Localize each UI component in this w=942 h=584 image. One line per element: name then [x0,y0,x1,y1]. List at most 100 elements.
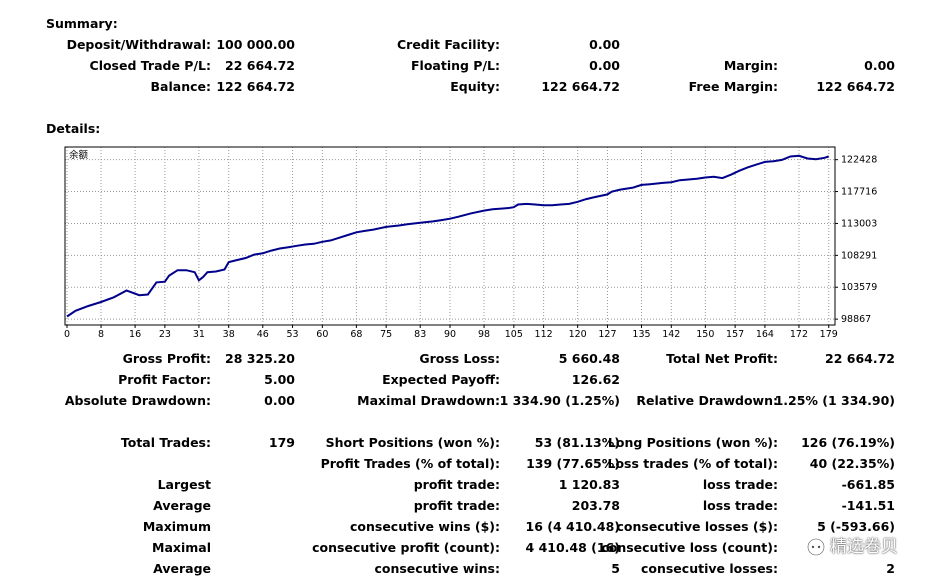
relative-drawdown-label: Relative Drawdown: [636,393,778,408]
chart-frame [64,146,836,326]
avg-consecutive-losses-value: 2 [886,561,895,576]
avg-consecutive-wins-value: 5 [611,561,620,576]
short-positions-label: Short Positions (won %): [325,435,500,450]
margin-value: 0.00 [864,58,895,73]
summary-heading: Summary: [46,16,118,31]
balance-label: Balance: [150,79,211,94]
total-trades-value: 179 [268,435,295,450]
floating-pl-value: 0.00 [589,58,620,73]
x-tick-label: 98 [478,329,490,340]
loss-trades-value: 40 (22.35%) [809,456,895,471]
expected-payoff-value: 126.62 [571,372,620,387]
equity-label: Equity: [450,79,500,94]
deposit-value: 100 000.00 [216,37,295,52]
maximal-consecutive-loss-label: consecutive loss (count): [601,540,778,555]
x-tick-label: 90 [444,329,456,340]
maximum-label: Maximum [142,519,211,534]
x-tick-label: 142 [662,329,680,340]
x-tick-label: 8 [98,329,104,340]
x-tick-label: 135 [632,329,650,340]
x-tick-label: 150 [696,329,714,340]
average-loss-value: -141.51 [841,498,895,513]
gross-loss-label: Gross Loss: [419,351,500,366]
average-profit-value: 203.78 [571,498,620,513]
chart-grid [65,147,835,325]
average-consecutive-label: Average [153,561,211,576]
gross-loss-value: 5 660.48 [558,351,620,366]
max-consecutive-wins-value: 16 (4 410.48) [525,519,620,534]
x-tick-label: 68 [350,329,362,340]
x-tick-label: 157 [726,329,744,340]
largest-profit-label: profit trade: [413,477,500,492]
x-axis-ticks: 0 8 16 23 31 38 46 53 60 68 75 83 90 98 105 112 120 127 13… [64,325,838,340]
x-tick-label: 31 [193,329,205,340]
details-heading: Details: [46,121,101,136]
y-tick-label: 108291 [841,250,877,261]
x-tick-label: 105 [505,329,523,340]
x-tick-label: 53 [286,329,298,340]
absolute-drawdown-value: 0.00 [264,393,295,408]
max-consecutive-losses-value: 5 (-593.66) [817,519,895,534]
short-positions-value: 53 (81.13%) [534,435,620,450]
maximal-consecutive-profit-label: consecutive profit (count): [312,540,500,555]
y-axis-ticks: 98867 103579 108291 113003 117716 122428 [835,155,877,325]
balance-chart: 余额 0 8 16 23 31 38 46 53 60 68 75 83 90 98 105 112 120 12… [64,146,877,340]
x-tick-label: 16 [129,329,141,340]
margin-label: Margin: [723,58,778,73]
y-tick-label: 113003 [841,218,877,229]
watermark: 精选卷贝 [806,533,942,561]
maximal-drawdown-label: Maximal Drawdown: [357,393,500,408]
free-margin-value: 122 664.72 [816,79,895,94]
credit-label: Credit Facility: [396,37,500,52]
average-profit-label: profit trade: [413,498,500,513]
x-tick-label: 38 [223,329,235,340]
free-margin-label: Free Margin: [688,79,778,94]
x-tick-label: 46 [257,329,269,340]
max-consecutive-losses-label: consecutive losses ($): [616,519,778,534]
average-label: Average [153,498,211,513]
average-loss-label: loss trade: [702,498,778,513]
long-positions-value: 126 (76.19%) [801,435,895,450]
maximal-label: Maximal [152,540,211,555]
largest-loss-value: -661.85 [841,477,895,492]
long-positions-label: Long Positions (won %): [607,435,778,450]
largest-label: Largest [157,477,211,492]
loss-trades-label: Loss trades (% of total): [607,456,778,471]
largest-profit-value: 1 120.83 [558,477,620,492]
total-net-profit-value: 22 664.72 [825,351,895,366]
x-tick-label: 23 [159,329,171,340]
closed-pl-label: Closed Trade P/L: [89,58,211,73]
x-tick-label: 164 [756,329,774,340]
absolute-drawdown-label: Absolute Drawdown: [64,393,211,408]
balance-series-line [66,154,829,318]
y-tick-label: 103579 [841,282,877,293]
x-tick-label: 179 [820,329,838,340]
y-tick-label: 98867 [841,314,871,325]
gross-profit-label: Gross Profit: [122,351,211,366]
x-tick-label: 172 [790,329,808,340]
y-tick-label: 117716 [841,187,877,198]
chat-bubble-icon [807,538,825,556]
x-tick-label: 112 [535,329,553,340]
avg-consecutive-wins-label: consecutive wins: [374,561,500,576]
profit-trades-value: 139 (77.65%) [526,456,620,471]
gross-profit-value: 28 325.20 [225,351,295,366]
max-consecutive-wins-label: consecutive wins ($): [349,519,500,534]
equity-value: 122 664.72 [541,79,620,94]
avg-consecutive-losses-label: consecutive losses: [640,561,778,576]
relative-drawdown-value: 1.25% (1 334.90) [774,393,895,408]
closed-pl-value: 22 664.72 [225,58,295,73]
expected-payoff-label: Expected Payoff: [382,372,500,387]
maximal-consecutive-profit-value: 4 410.48 (16) [525,540,620,555]
credit-value: 0.00 [589,37,620,52]
total-trades-label: Total Trades: [120,435,211,450]
x-tick-label: 60 [316,329,328,340]
deposit-label: Deposit/Withdrawal: [66,37,211,52]
x-tick-label: 83 [414,329,426,340]
watermark-text: 精选卷贝 [830,537,898,557]
largest-loss-label: loss trade: [702,477,778,492]
profit-factor-value: 5.00 [264,372,295,387]
floating-pl-label: Floating P/L: [411,58,500,73]
x-tick-label: 120 [569,329,587,340]
balance-value: 122 664.72 [216,79,295,94]
